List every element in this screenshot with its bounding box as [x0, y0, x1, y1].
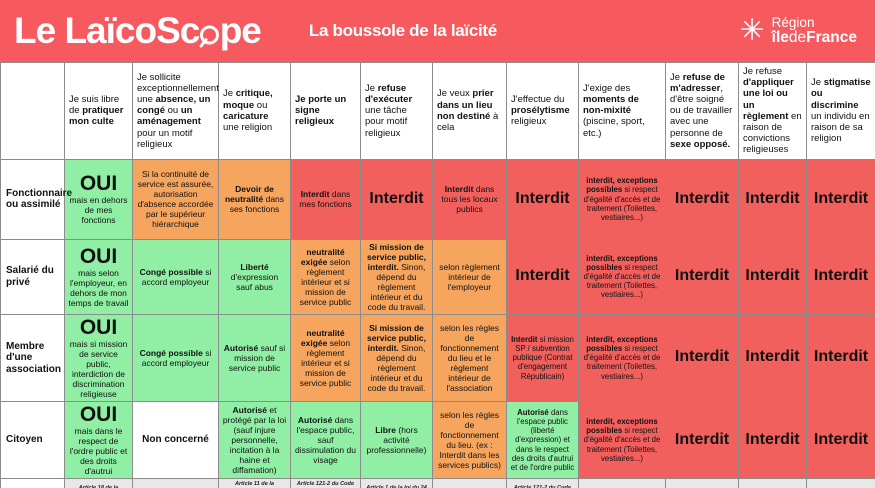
reference-cell: Article 3 de la Déclaration des Droits d…: [806, 478, 875, 488]
matrix-cell: Congé possible si accord employeur: [132, 238, 219, 315]
region-logo-france: France: [806, 28, 857, 46]
row-label: Membre d'une association: [0, 313, 65, 402]
matrix-cell: Autorisé dans l'espace public, sauf diss…: [290, 400, 361, 480]
matrix-cell: neutralité exigée selon règlement intéri…: [290, 238, 361, 315]
column-header: Je stigmatise ou discrimine un individu …: [806, 62, 875, 160]
brand-text-suffix: pe: [219, 10, 262, 51]
region-logo-text: Région îledeFrance: [771, 14, 857, 46]
matrix-cell: OUI mais dans le respect de l'ordre publi…: [64, 400, 133, 480]
star-icon: ✳: [739, 14, 765, 47]
matrix-cell: selon les règles de fonctionnement du li…: [432, 313, 507, 402]
region-logo-ile: île: [771, 28, 789, 46]
matrix-cell: selon les règles de fonctionnement du li…: [432, 400, 507, 480]
row-label: Salarié du privé: [0, 238, 65, 315]
matrix-cell: Autorisé dans l'espace public (liberté d…: [506, 400, 579, 480]
column-header: Je critique, moque ou caricature une rel…: [218, 62, 291, 160]
matrix-cell: Interdit si mission SP / subvention publ…: [506, 313, 579, 402]
matrix-cell: interdit, exceptions possibles si respec…: [578, 313, 666, 402]
matrix-cell: Interdit: [738, 313, 807, 402]
matrix-cell: OUI mais selon l'employeur, en dehors de …: [64, 238, 133, 315]
references-row: Références utiles Article 18 de la Décla…: [0, 478, 875, 488]
matrix-cell: OUI mais si mission de service public, in…: [64, 313, 133, 402]
reference-cell: Article 121-2 du Code de la Fonction Pub…: [506, 478, 579, 488]
laicite-matrix-table: Je suis libre de pratiquer mon culte Je …: [0, 62, 875, 488]
reference-cell: Article 121-2 du Code de la Fonction Pub…: [290, 478, 361, 488]
magnifier-icon: [199, 25, 220, 45]
matrix-cell: Interdit: [738, 158, 807, 240]
matrix-cell: Non concerné: [132, 400, 219, 480]
table-row: Membre d'une association OUI mais si miss…: [0, 313, 875, 402]
matrix-cell: neutralité exigée selon règlement intéri…: [290, 313, 361, 402]
brand-text-prefix: Le LaïcoSc: [14, 10, 200, 51]
column-header: Je refuse d'exécuter une tâche pour moti…: [360, 62, 433, 160]
matrix-cell: Interdit dans tous les locaux publics: [432, 158, 507, 240]
matrix-cell: Libre (hors activité professionnelle): [360, 400, 433, 480]
matrix-cell: Interdit dans mes fonctions: [290, 158, 361, 240]
column-header: Je sollicite exceptionnellement une abse…: [132, 62, 219, 160]
region-logo-line1: Région: [771, 14, 815, 30]
matrix-cell: Interdit: [665, 400, 739, 480]
matrix-cell: Interdit: [738, 400, 807, 480]
matrix-cell: Interdit: [806, 238, 875, 315]
matrix-cell: Interdit: [360, 158, 433, 240]
reference-cell: CE, 21 juin 2022, Ville de Grenoble: [578, 478, 666, 488]
matrix-cell: Autorisé sauf si mission de service publ…: [218, 313, 291, 402]
matrix-cell: OUI mais en dehors de mes fonctions: [64, 158, 133, 240]
reference-cell: Article 1 de la loi du 24 août 2021Artic…: [360, 478, 433, 488]
column-header: Je veux prier dans un lieu non destiné à…: [432, 62, 507, 160]
corner-cell: [0, 62, 65, 160]
matrix-cell: Autorisé et protégé par la loi (sauf inj…: [218, 400, 291, 480]
column-header: J'effectue du prosélytisme religieux: [506, 62, 579, 160]
matrix-cell: Si mission de service public, interdit. …: [360, 238, 433, 315]
reference-cell: Circulaire du 10 février 2012Articles L.…: [132, 478, 219, 488]
column-header: Je refuse d'appliquer une loi ou un règl…: [738, 62, 807, 160]
table-row: Salarié du privé OUI mais selon l'employe…: [0, 238, 875, 315]
region-ile-de-france-logo: ✳ Région îledeFrance: [739, 14, 857, 47]
matrix-cell: Congé possible si accord employeur: [132, 313, 219, 402]
matrix-cell: Si mission de service public, interdit. …: [360, 313, 433, 402]
matrix-cell: interdit, exceptions possibles si respec…: [578, 158, 666, 240]
reference-cell: Article 1 de la Déclaration des Droits d…: [665, 478, 739, 488]
region-logo-de: de: [788, 28, 807, 46]
header-banner: Le LaïcoSc pe La boussole de la laïcité ✳…: [0, 0, 875, 62]
table-row: Fonctionnaire ou assimilé OUI mais en deh…: [0, 158, 875, 240]
reference-cell: Article 11 de la Déclaration des Droits …: [218, 478, 291, 488]
banner-subtitle: La boussole de la laïcité: [308, 21, 497, 40]
reference-cell: Article 18 de la Déclaration des Droits …: [64, 478, 133, 488]
matrix-cell: Liberté d'expression sauf abus: [218, 238, 291, 315]
column-header: J'exige des moments de non-mixité (pisci…: [578, 62, 666, 160]
column-header: Je suis libre de pratiquer mon culte: [64, 62, 133, 160]
column-header-row: Je suis libre de pratiquer mon culte Je …: [0, 62, 875, 160]
reference-cell: Article 10 de la Déclaration des Droits …: [738, 478, 807, 488]
column-header: Je porte un signe religieux: [290, 62, 361, 160]
reference-cell: Charte de la laïcité dans les services p…: [432, 478, 507, 488]
row-label: Références utiles: [0, 478, 65, 488]
row-label: Fonctionnaire ou assimilé: [0, 158, 72, 240]
matrix-cell: Interdit: [665, 238, 739, 315]
column-header: Je refuse de m'adresser, d'être soigné o…: [665, 62, 739, 160]
app-logo: Le LaïcoSc pe: [14, 10, 262, 52]
matrix-cell: interdit, exceptions possibles si respec…: [578, 238, 666, 315]
matrix-cell: Interdit: [806, 158, 875, 240]
matrix-cell: interdit, exceptions possibles si respec…: [578, 400, 666, 480]
matrix-cell: Interdit: [806, 313, 875, 402]
matrix-cell: Interdit: [506, 158, 579, 240]
matrix-cell: Devoir de neutralité dans ses fonctions: [218, 158, 291, 240]
matrix-cell: Interdit: [665, 158, 739, 240]
matrix-cell: Interdit: [738, 238, 807, 315]
row-label: Citoyen: [0, 400, 65, 480]
matrix-cell: Interdit: [506, 238, 579, 315]
matrix-cell: Interdit: [806, 400, 875, 480]
table-row: Citoyen OUI mais dans le respect de l'ord…: [0, 400, 875, 480]
matrix-cell: Si la continuité de service est assurée,…: [132, 158, 219, 240]
matrix-cell: Interdit: [665, 313, 739, 402]
region-logo-line2: îledeFrance: [771, 28, 857, 46]
matrix-cell: selon règlement intérieur de l'employeur: [432, 238, 507, 315]
